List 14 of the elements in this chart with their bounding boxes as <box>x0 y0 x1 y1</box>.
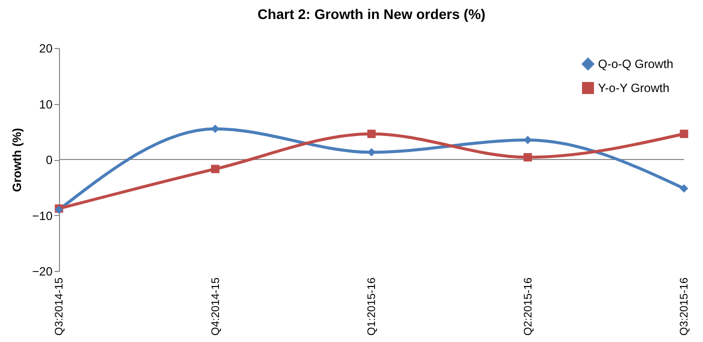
y-tick-label: 10 <box>39 97 53 112</box>
y-tick-label: −10 <box>32 208 53 223</box>
y-tick-label: 0 <box>46 153 53 167</box>
y-tick-label: −20 <box>32 264 53 278</box>
x-tick-label: Q3:2014-15 <box>54 278 66 336</box>
x-tick-label: Q4:2014-15 <box>210 278 222 336</box>
x-tick-label: Q3:2015-16 <box>678 278 690 336</box>
x-tick-label: Q1:2015-16 <box>366 278 378 336</box>
legend-label: Q-o-Q Growth <box>598 57 674 71</box>
legend-label: Y-o-Y Growth <box>598 81 670 95</box>
x-tick-label: Q2:2015-16 <box>522 278 534 336</box>
y-axis-title: Growth (%) <box>10 128 24 192</box>
y-tick-label: 20 <box>39 42 53 56</box>
chart-title: Chart 2: Growth in New orders (%) <box>258 6 486 22</box>
